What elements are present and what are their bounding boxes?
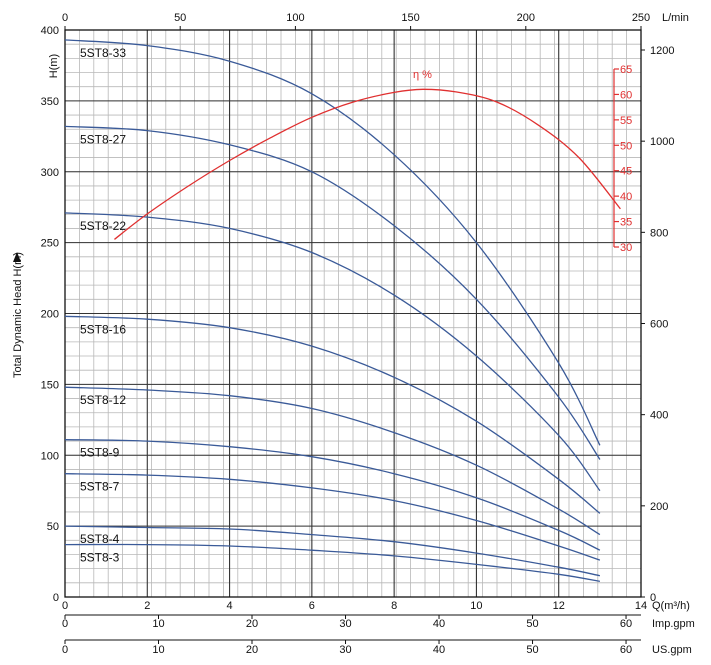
x-tick-label: 8 xyxy=(391,600,397,612)
x-tick-label: 12 xyxy=(553,600,565,612)
imp-tick-label: 20 xyxy=(246,618,258,630)
right-tick-label: 600 xyxy=(650,319,668,331)
series-line-5st8-33 xyxy=(64,39,601,446)
series-label: 5ST8-33 xyxy=(80,46,126,60)
us-tick-label: 30 xyxy=(339,644,351,656)
series-label: 5ST8-4 xyxy=(80,532,120,546)
right-tick-label: 1000 xyxy=(650,136,674,148)
us-tick-label: 0 xyxy=(62,644,68,656)
x-tick-label: 14 xyxy=(635,600,647,612)
y-axis-title: H(m) xyxy=(48,54,60,78)
us-axis-unit: US.gpm xyxy=(652,644,692,656)
eff-tick-label: 40 xyxy=(620,191,632,203)
x-tick-label: 4 xyxy=(227,600,233,612)
x-tick-label: 0 xyxy=(62,600,68,612)
series-line-5st8-16 xyxy=(64,315,601,514)
plot-frame xyxy=(64,29,642,598)
series-line-5st8-12 xyxy=(64,386,601,536)
us-tick-label: 10 xyxy=(152,644,164,656)
efficiency-label: η % xyxy=(413,69,432,81)
us-tick-label: 20 xyxy=(246,644,258,656)
series-label: 5ST8-16 xyxy=(80,322,126,336)
top-tick-label: 50 xyxy=(174,12,186,24)
imp-axis-unit: Imp.gpm xyxy=(652,618,695,630)
series-line-5st8-3 xyxy=(64,543,601,583)
side-arrow-icon xyxy=(13,252,21,262)
x-axis-title: Q(m³/h) xyxy=(652,600,690,612)
efficiency-curve xyxy=(113,88,621,240)
right-tick-label: 1200 xyxy=(650,45,674,57)
top-tick-label: 0 xyxy=(62,12,68,24)
top-tick-label: 150 xyxy=(401,12,419,24)
imp-tick-label: 60 xyxy=(620,618,632,630)
us-tick-label: 50 xyxy=(526,644,538,656)
series-line-5st8-27 xyxy=(64,125,601,460)
us-tick-label: 40 xyxy=(433,644,445,656)
eff-tick-label: 50 xyxy=(620,140,632,152)
top-tick-label: 100 xyxy=(286,12,304,24)
side-axis-title: Total Dynamic Head H(m) xyxy=(12,252,24,378)
us-tick-label: 60 xyxy=(620,644,632,656)
top-tick-label: 200 xyxy=(517,12,535,24)
x-tick-label: 6 xyxy=(309,600,315,612)
series-line-5st8-9 xyxy=(64,439,601,551)
y-tick-label: 400 xyxy=(41,25,59,37)
series-line-5st8-22 xyxy=(64,212,601,492)
series-line-5st8-4 xyxy=(64,525,601,577)
y-tick-label: 50 xyxy=(47,521,59,533)
y-tick-label: 250 xyxy=(41,238,59,250)
series-label: 5ST8-27 xyxy=(80,132,126,146)
y-tick-label: 200 xyxy=(41,309,59,321)
eff-tick-label: 65 xyxy=(620,64,632,76)
imp-tick-label: 30 xyxy=(339,618,351,630)
eff-tick-label: 35 xyxy=(620,217,632,229)
series-label: 5ST8-9 xyxy=(80,446,120,460)
imp-tick-label: 10 xyxy=(152,618,164,630)
imp-tick-label: 50 xyxy=(526,618,538,630)
series-label: 5ST8-12 xyxy=(80,393,126,407)
y-tick-label: 150 xyxy=(41,379,59,391)
imp-tick-label: 40 xyxy=(433,618,445,630)
series-line-5st8-7 xyxy=(64,473,601,561)
eff-tick-label: 45 xyxy=(620,166,632,178)
y-tick-label: 300 xyxy=(41,167,59,179)
top-tick-label: 250 xyxy=(632,12,650,24)
right-tick-label: 400 xyxy=(650,410,668,422)
eff-tick-label: 30 xyxy=(620,242,632,254)
right-tick-label: 200 xyxy=(650,501,668,513)
series-label: 5ST8-7 xyxy=(80,480,120,494)
x-tick-label: 2 xyxy=(144,600,150,612)
eff-tick-label: 60 xyxy=(620,89,632,101)
imp-tick-label: 0 xyxy=(62,618,68,630)
y-tick-label: 100 xyxy=(41,450,59,462)
top-axis-unit: L/min xyxy=(662,12,689,24)
y-tick-label: 0 xyxy=(53,592,59,604)
series-label: 5ST8-3 xyxy=(80,551,120,565)
y-tick-label: 350 xyxy=(41,96,59,108)
series-label: 5ST8-22 xyxy=(80,219,126,233)
right-tick-label: 800 xyxy=(650,227,668,239)
eff-tick-label: 55 xyxy=(620,115,632,127)
x-tick-label: 10 xyxy=(470,600,482,612)
right-tick-label: 0 xyxy=(650,592,656,604)
